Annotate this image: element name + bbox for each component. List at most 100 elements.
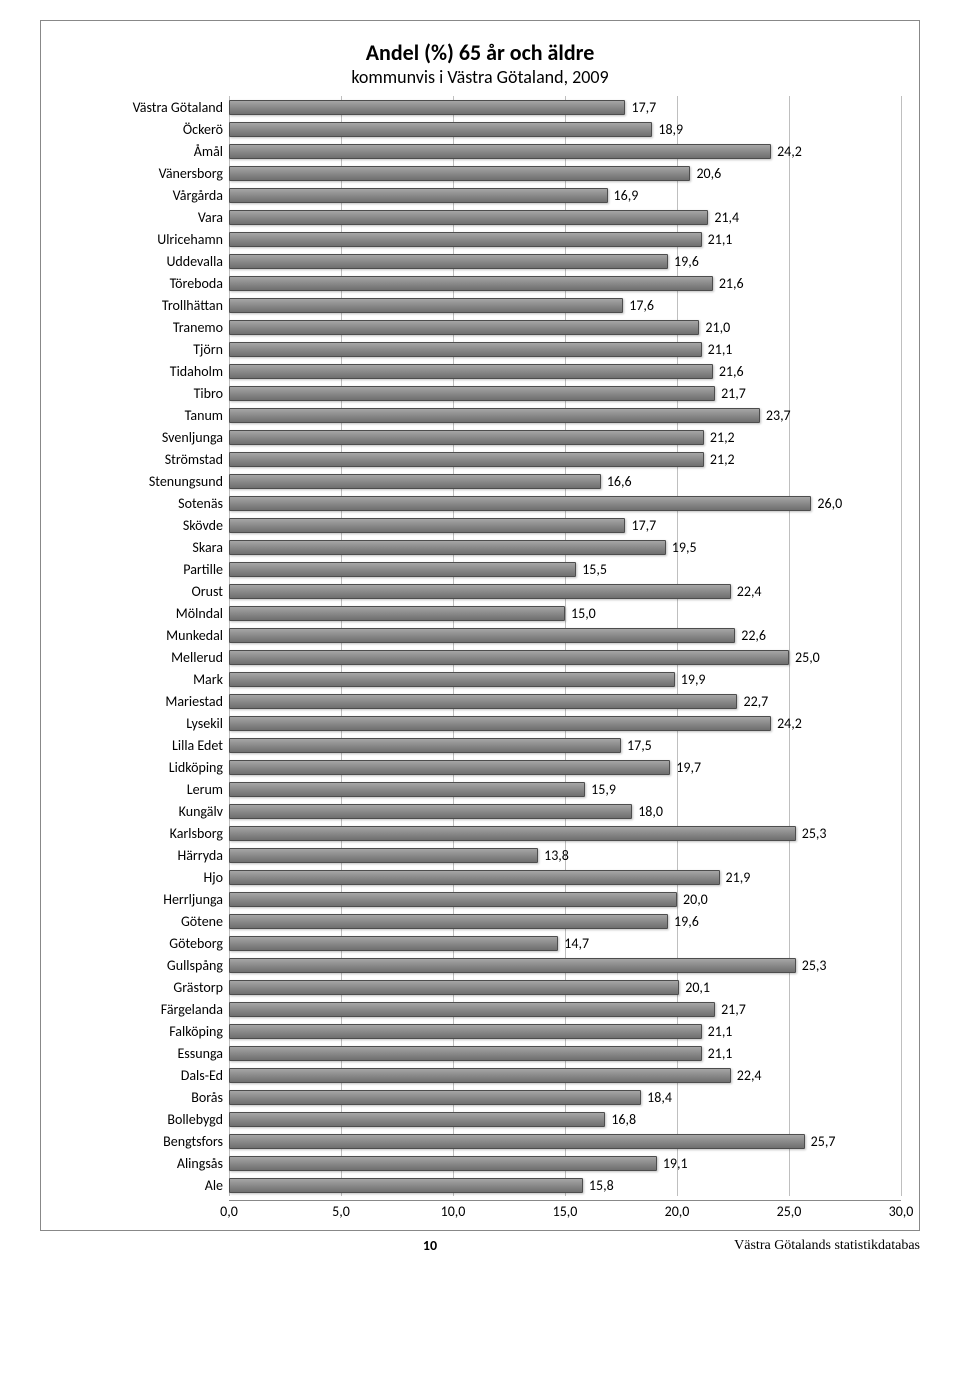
- category-label: Mellerud: [59, 649, 229, 666]
- category-label: Bengtsfors: [59, 1133, 229, 1150]
- x-tick-label: 25,0: [777, 1203, 802, 1220]
- bar-row: 25,7: [229, 1130, 901, 1152]
- category-label: Åmål: [59, 143, 229, 160]
- bar-row: 19,1: [229, 1152, 901, 1174]
- bar-row: 15,9: [229, 778, 901, 800]
- value-label: 20,1: [685, 979, 710, 996]
- value-label: 22,6: [741, 627, 766, 644]
- bar: [229, 606, 565, 621]
- bar: [229, 496, 811, 511]
- bar: [229, 694, 737, 709]
- bar: [229, 562, 576, 577]
- bar: [229, 738, 621, 753]
- value-label: 21,7: [721, 385, 746, 402]
- bar: [229, 452, 704, 467]
- bar-row: 21,4: [229, 206, 901, 228]
- category-label: Kungälv: [59, 803, 229, 820]
- x-tick-label: 5,0: [332, 1203, 350, 1220]
- x-tick-label: 20,0: [665, 1203, 690, 1220]
- bar: [229, 1024, 702, 1039]
- category-label: Sotenäs: [59, 495, 229, 512]
- category-label: Tanum: [59, 407, 229, 424]
- category-label: Lilla Edet: [59, 737, 229, 754]
- bar: [229, 848, 538, 863]
- bar-row: 21,1: [229, 1020, 901, 1042]
- bar-row: 18,9: [229, 118, 901, 140]
- value-label: 15,5: [582, 561, 607, 578]
- value-label: 19,5: [672, 539, 697, 556]
- bar: [229, 958, 796, 973]
- value-label: 15,0: [571, 605, 596, 622]
- bar-row: 15,0: [229, 602, 901, 624]
- category-label: Västra Götaland: [59, 99, 229, 116]
- value-label: 21,6: [719, 275, 744, 292]
- bar: [229, 100, 625, 115]
- category-label: Trollhättan: [59, 297, 229, 314]
- value-label: 20,6: [696, 165, 721, 182]
- bar-row: 19,7: [229, 756, 901, 778]
- category-label: Götene: [59, 913, 229, 930]
- category-label: Munkedal: [59, 627, 229, 644]
- bar-row: 26,0: [229, 492, 901, 514]
- bar-row: 21,9: [229, 866, 901, 888]
- bar-row: 21,7: [229, 998, 901, 1020]
- value-label: 21,2: [710, 429, 735, 446]
- category-label: Vänersborg: [59, 165, 229, 182]
- bar-row: 15,5: [229, 558, 901, 580]
- value-label: 21,2: [710, 451, 735, 468]
- value-label: 19,6: [674, 253, 699, 270]
- bar-row: 23,7: [229, 404, 901, 426]
- bar-row: 19,6: [229, 910, 901, 932]
- value-label: 22,4: [737, 583, 762, 600]
- bar: [229, 1090, 641, 1105]
- category-label: Ulricehamn: [59, 231, 229, 248]
- category-label: Hjo: [59, 869, 229, 886]
- plot-area: Västra GötalandÖckeröÅmålVänersborgVårgå…: [59, 96, 901, 1196]
- category-label: Karlsborg: [59, 825, 229, 842]
- category-label: Herrljunga: [59, 891, 229, 908]
- bar: [229, 298, 623, 313]
- category-label: Svenljunga: [59, 429, 229, 446]
- value-label: 19,9: [681, 671, 706, 688]
- value-label: 15,9: [591, 781, 616, 798]
- value-label: 16,9: [614, 187, 639, 204]
- category-labels-column: Västra GötalandÖckeröÅmålVänersborgVårgå…: [59, 96, 229, 1196]
- bar: [229, 716, 771, 731]
- bar: [229, 1134, 805, 1149]
- value-label: 15,8: [589, 1177, 614, 1194]
- bar-row: 20,1: [229, 976, 901, 998]
- bar: [229, 518, 625, 533]
- category-label: Partille: [59, 561, 229, 578]
- bar: [229, 980, 679, 995]
- bar: [229, 782, 585, 797]
- value-label: 20,0: [683, 891, 708, 908]
- bar-row: 24,2: [229, 712, 901, 734]
- bar: [229, 540, 666, 555]
- bar-row: 16,6: [229, 470, 901, 492]
- bar-row: 16,8: [229, 1108, 901, 1130]
- page-footer: 10 Västra Götalands statistikdatabas: [40, 1237, 920, 1254]
- category-label: Borås: [59, 1089, 229, 1106]
- x-tick-label: 0,0: [220, 1203, 238, 1220]
- value-label: 19,6: [674, 913, 699, 930]
- category-label: Falköping: [59, 1023, 229, 1040]
- chart-subtitle: kommunvis i Västra Götaland, 2009: [59, 66, 901, 88]
- bar: [229, 804, 632, 819]
- value-label: 25,3: [802, 825, 827, 842]
- value-label: 25,7: [811, 1133, 836, 1150]
- category-label: Lidköping: [59, 759, 229, 776]
- bar-row: 13,8: [229, 844, 901, 866]
- bar-row: 17,7: [229, 514, 901, 536]
- bar: [229, 1178, 583, 1193]
- value-label: 18,9: [658, 121, 683, 138]
- value-label: 13,8: [544, 847, 569, 864]
- bar: [229, 232, 702, 247]
- bar-row: 21,2: [229, 448, 901, 470]
- bar-row: 22,6: [229, 624, 901, 646]
- value-label: 19,1: [663, 1155, 688, 1172]
- bar: [229, 364, 713, 379]
- value-label: 17,5: [627, 737, 652, 754]
- value-label: 18,0: [638, 803, 663, 820]
- category-label: Orust: [59, 583, 229, 600]
- bar: [229, 584, 731, 599]
